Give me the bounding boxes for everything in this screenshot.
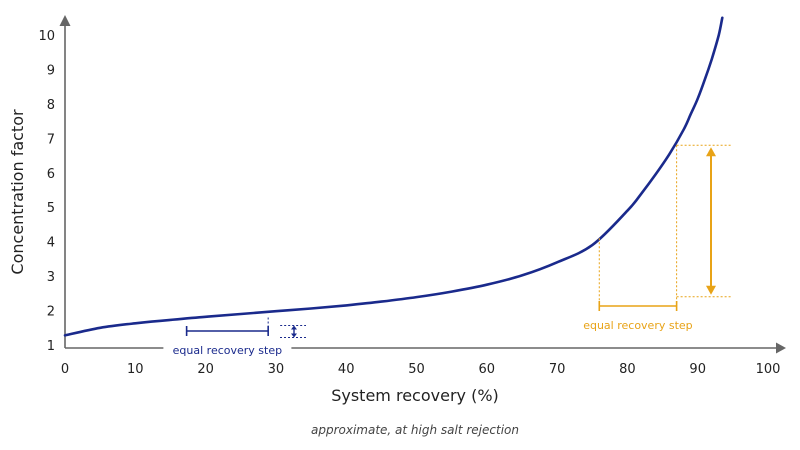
y-tick-label: 5 [47, 201, 55, 216]
y-tick-label: 1 [47, 339, 55, 354]
y-tick-label: 3 [47, 270, 55, 285]
y-tick-label: 4 [47, 236, 55, 251]
blue-delta-arrowhead-down-icon [291, 333, 297, 338]
x-tick-label: 50 [408, 362, 425, 377]
x-tick-label: 0 [61, 362, 69, 377]
y-tick-label: 2 [47, 305, 55, 320]
orange-delta-arrowhead-down-icon [706, 285, 716, 295]
annotation-layer: equal recovery step equal recovery step [163, 144, 731, 358]
y-tick-label: 10 [38, 29, 55, 44]
x-axis-label: System recovery (%) [331, 386, 499, 405]
x-tick-label: 70 [549, 362, 566, 377]
x-tick-label: 20 [197, 362, 214, 377]
orange-step-label: equal recovery step [583, 319, 692, 332]
x-tick-label: 60 [479, 362, 496, 377]
x-tick-label: 40 [338, 362, 355, 377]
y-tick-labels: 1 2 3 4 5 6 7 8 9 10 [38, 29, 55, 354]
series-layer [63, 16, 724, 337]
x-tick-label: 10 [127, 362, 144, 377]
y-tick-label: 9 [47, 63, 55, 78]
chart-note: approximate, at high salt rejection [311, 423, 519, 437]
x-tick-label: 90 [689, 362, 706, 377]
orange-delta-arrowhead-up-icon [706, 147, 716, 157]
x-tick-label: 100 [756, 362, 781, 377]
y-tick-label: 8 [47, 98, 55, 113]
y-axis-label: Concentration factor [8, 109, 27, 275]
x-tick-label: 30 [268, 362, 285, 377]
x-axis-arrow-icon [776, 342, 786, 354]
blue-delta-arrowhead-up-icon [291, 325, 297, 330]
y-axis-arrow-icon [59, 15, 71, 26]
y-tick-label: 7 [47, 132, 55, 147]
blue-step-label: equal recovery step [173, 344, 282, 357]
x-tick-label: 80 [619, 362, 636, 377]
x-tick-labels: 0 10 20 30 40 50 60 70 80 90 100 [61, 362, 781, 377]
concentration-factor-curve [63, 16, 724, 337]
y-tick-label: 6 [47, 167, 55, 182]
blue-step-label-bg [163, 343, 292, 358]
